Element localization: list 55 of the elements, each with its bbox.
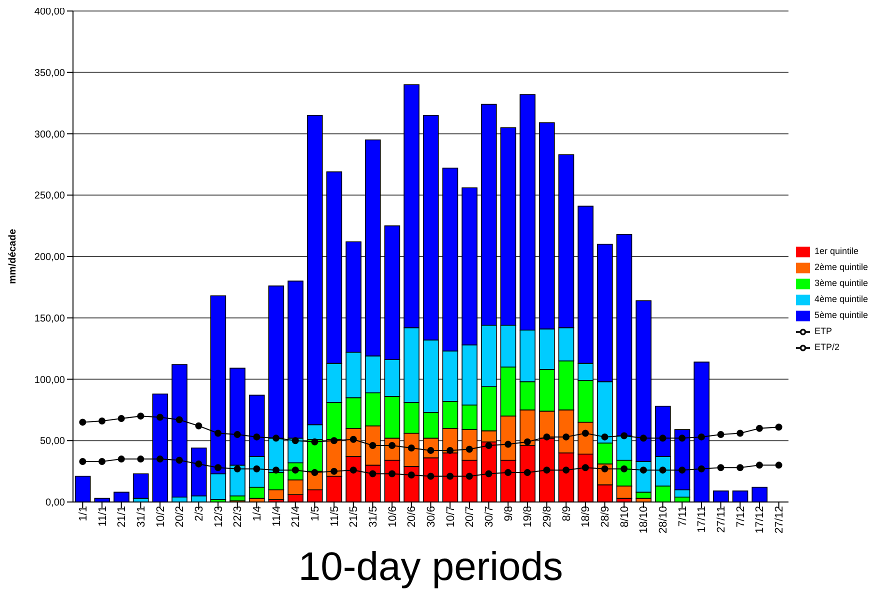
x-tick-label: 17/11	[696, 506, 708, 533]
x-tick-label: 10/7	[444, 506, 457, 528]
x-tick-label: 31/5	[368, 506, 380, 528]
x-tick-label: 21/4	[290, 506, 302, 528]
x-tick-label: 1/4	[252, 506, 264, 522]
x-tick-label: 18/9	[580, 506, 592, 528]
y-axis-title: mm/décade	[8, 228, 19, 284]
y-tick-label: 0,00	[46, 498, 66, 509]
legend-label: 1er quintile	[814, 246, 858, 256]
x-tick-label: 28/9	[600, 506, 612, 528]
x-tick-label: 9/8	[502, 506, 515, 522]
x-tick-label: 10/2	[154, 506, 167, 528]
x-tick-label: 18/10	[638, 506, 650, 534]
legend-label: ETP/2	[814, 342, 840, 352]
legend-label: 5ème quintile	[814, 310, 868, 320]
x-tick-label: 30/6	[426, 506, 438, 528]
x-tick-label: 17/12	[754, 506, 766, 534]
y-tick-label: 400,00	[34, 6, 66, 18]
y-tick-label: 150,00	[34, 313, 66, 324]
x-tick-label: 11/5	[328, 506, 341, 527]
x-tick-label: 10/6	[386, 506, 399, 528]
x-tick-label: 31/1	[135, 506, 148, 528]
x-tick-label: 8/9	[560, 506, 573, 522]
y-tick-label: 200,00	[34, 252, 66, 264]
x-tick-label: 11/1	[96, 506, 109, 527]
x-tick-label: 21/5	[348, 506, 360, 528]
y-tick-label: 250,00	[34, 190, 66, 202]
x-tick-label: 28/10	[658, 506, 670, 534]
legend-label: ETP	[814, 326, 832, 336]
x-tick-label: 29/8	[542, 506, 554, 528]
y-tick-label: 50,00	[40, 436, 66, 448]
x-tick-label: 20/6	[406, 506, 418, 528]
legend-label: 4ème quintile	[814, 294, 868, 304]
legend-label: 3ème quintile	[814, 278, 868, 288]
x-tick-label: 19/8	[522, 506, 534, 528]
x-tick-label: 11/4	[270, 506, 283, 527]
x-tick-label: 7/11	[676, 506, 689, 527]
y-tick-label: 350,00	[34, 68, 66, 79]
x-tick-label: 7/12	[734, 506, 747, 528]
legend-label: 2ème quintile	[814, 262, 868, 272]
x-tick-label: 20/2	[174, 506, 186, 528]
x-tick-label: 2/3	[194, 506, 206, 522]
y-tick-label: 100,00	[34, 374, 66, 386]
x-tick-label: 22/3	[232, 506, 244, 528]
x-tick-label: 30/7	[484, 506, 496, 528]
x-tick-label: 21/1	[116, 506, 128, 528]
x-tick-label: 1/5	[310, 506, 322, 522]
y-tick-label: 300,00	[34, 129, 66, 140]
x-tick-label: 12/3	[212, 506, 225, 528]
x-tick-label: 27/11	[716, 506, 728, 533]
x-tick-label: 1/1	[77, 506, 90, 522]
x-tick-label: 27/12	[774, 506, 786, 534]
x-axis-title: 10-day periods	[298, 545, 564, 589]
x-tick-label: 20/7	[464, 506, 476, 528]
x-tick-label: 8/10	[618, 506, 631, 528]
